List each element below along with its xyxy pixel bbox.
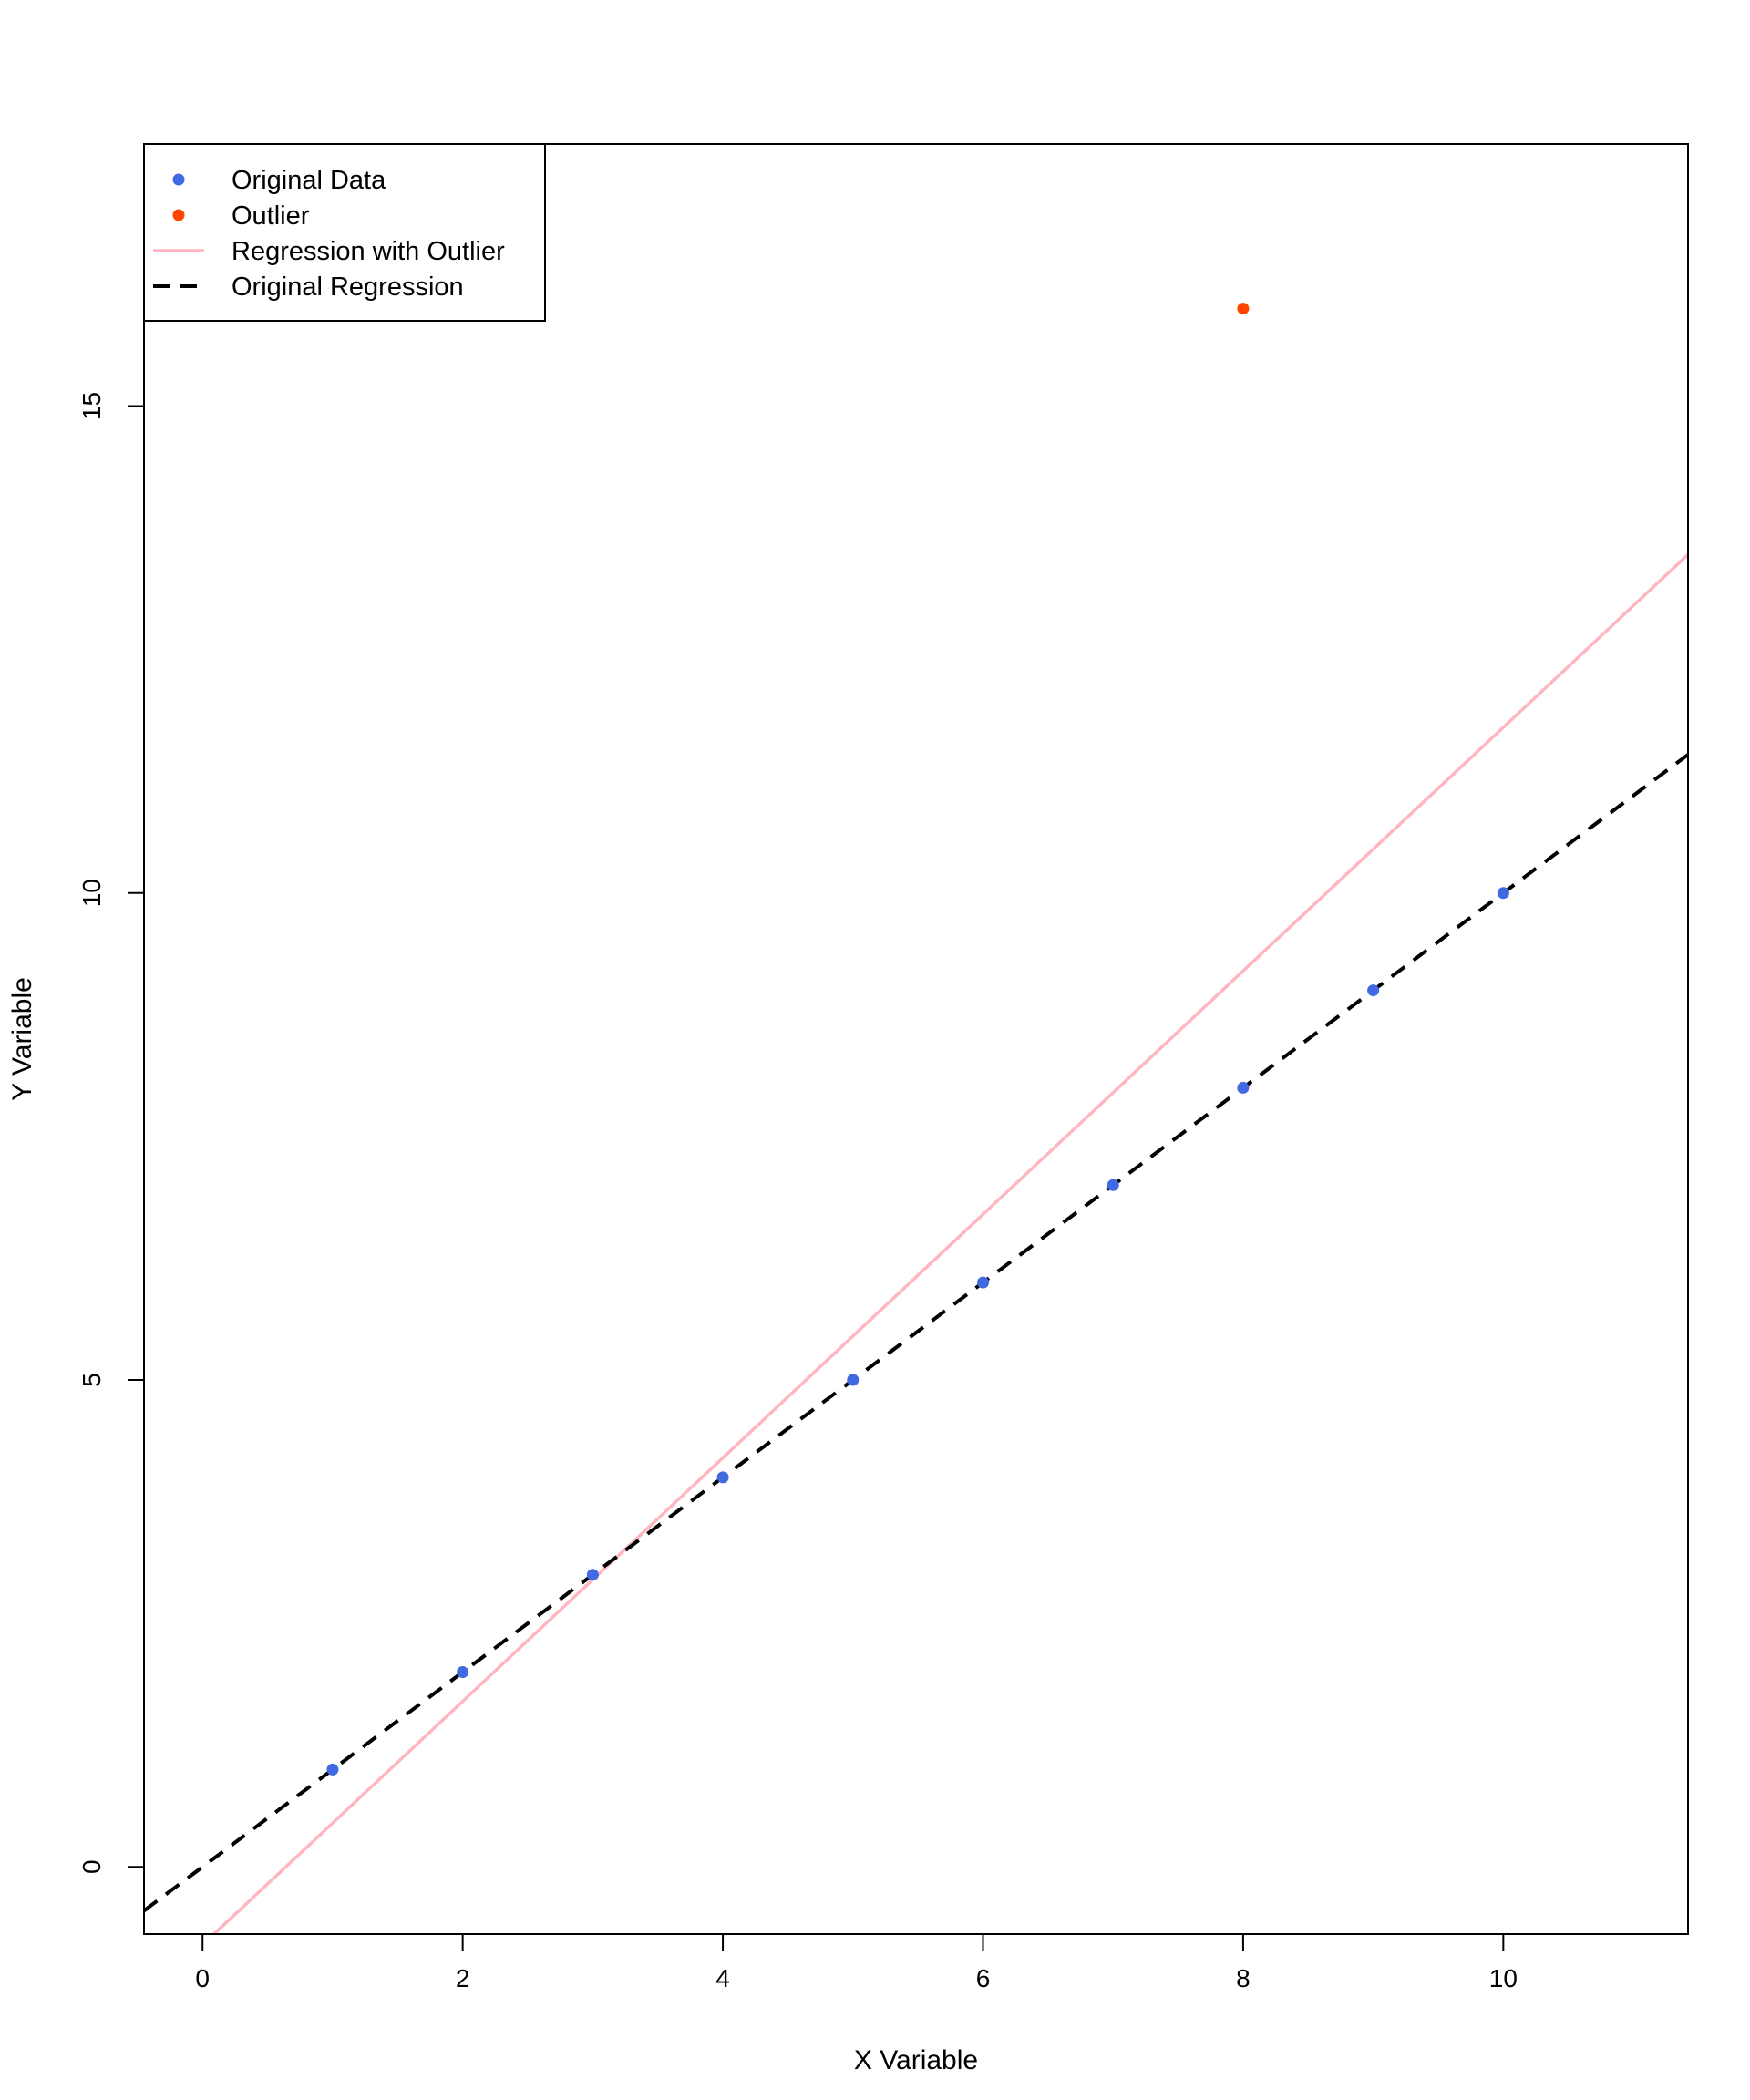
data-point-3: [716, 1471, 729, 1484]
legend-label-3: Original Regression: [232, 273, 464, 302]
y-tick-label: 5: [77, 1373, 106, 1387]
data-point-5: [976, 1276, 989, 1289]
outlier-point-0: [1237, 303, 1250, 315]
legend-label-0: Original Data: [232, 166, 386, 195]
legend-swatch-0: [172, 173, 185, 186]
data-point-6: [1107, 1179, 1119, 1191]
y-tick-label: 0: [77, 1859, 106, 1874]
x-tick-label: 2: [456, 1964, 470, 1992]
plot-frame: [143, 143, 1689, 1935]
legend-swatch-1: [172, 209, 185, 221]
x-tick-label: 0: [195, 1964, 210, 1992]
data-point-9: [1497, 887, 1509, 900]
x-tick-label: 4: [715, 1964, 730, 1992]
data-point-4: [847, 1374, 860, 1386]
legend-label-1: Outlier: [232, 201, 310, 231]
data-point-8: [1367, 984, 1380, 997]
data-point-1: [457, 1666, 469, 1679]
x-axis-title: X Variable: [854, 2045, 978, 2075]
legend-box: [143, 143, 546, 322]
data-point-7: [1237, 1081, 1250, 1094]
data-point-2: [586, 1569, 599, 1581]
y-axis-title: Y Variable: [7, 977, 37, 1101]
legend: Original Data Outlier Regression with Outl…: [143, 143, 546, 322]
y-tick-label: 15: [77, 392, 106, 420]
y-axis: 0 5 10 15: [77, 392, 145, 1874]
legend-label-2: Regression with Outlier: [232, 237, 505, 266]
x-tick-label: 8: [1236, 1964, 1251, 1992]
x-axis: 0 2 4 6 8 10: [195, 1933, 1518, 1992]
regression-line-2: [211, 553, 1688, 1934]
x-tick-label: 10: [1489, 1964, 1518, 1992]
x-tick-label: 6: [976, 1964, 991, 1992]
data-point-0: [326, 1763, 339, 1776]
regression-line-3: [144, 753, 1688, 1912]
y-tick-label: 10: [77, 879, 106, 907]
